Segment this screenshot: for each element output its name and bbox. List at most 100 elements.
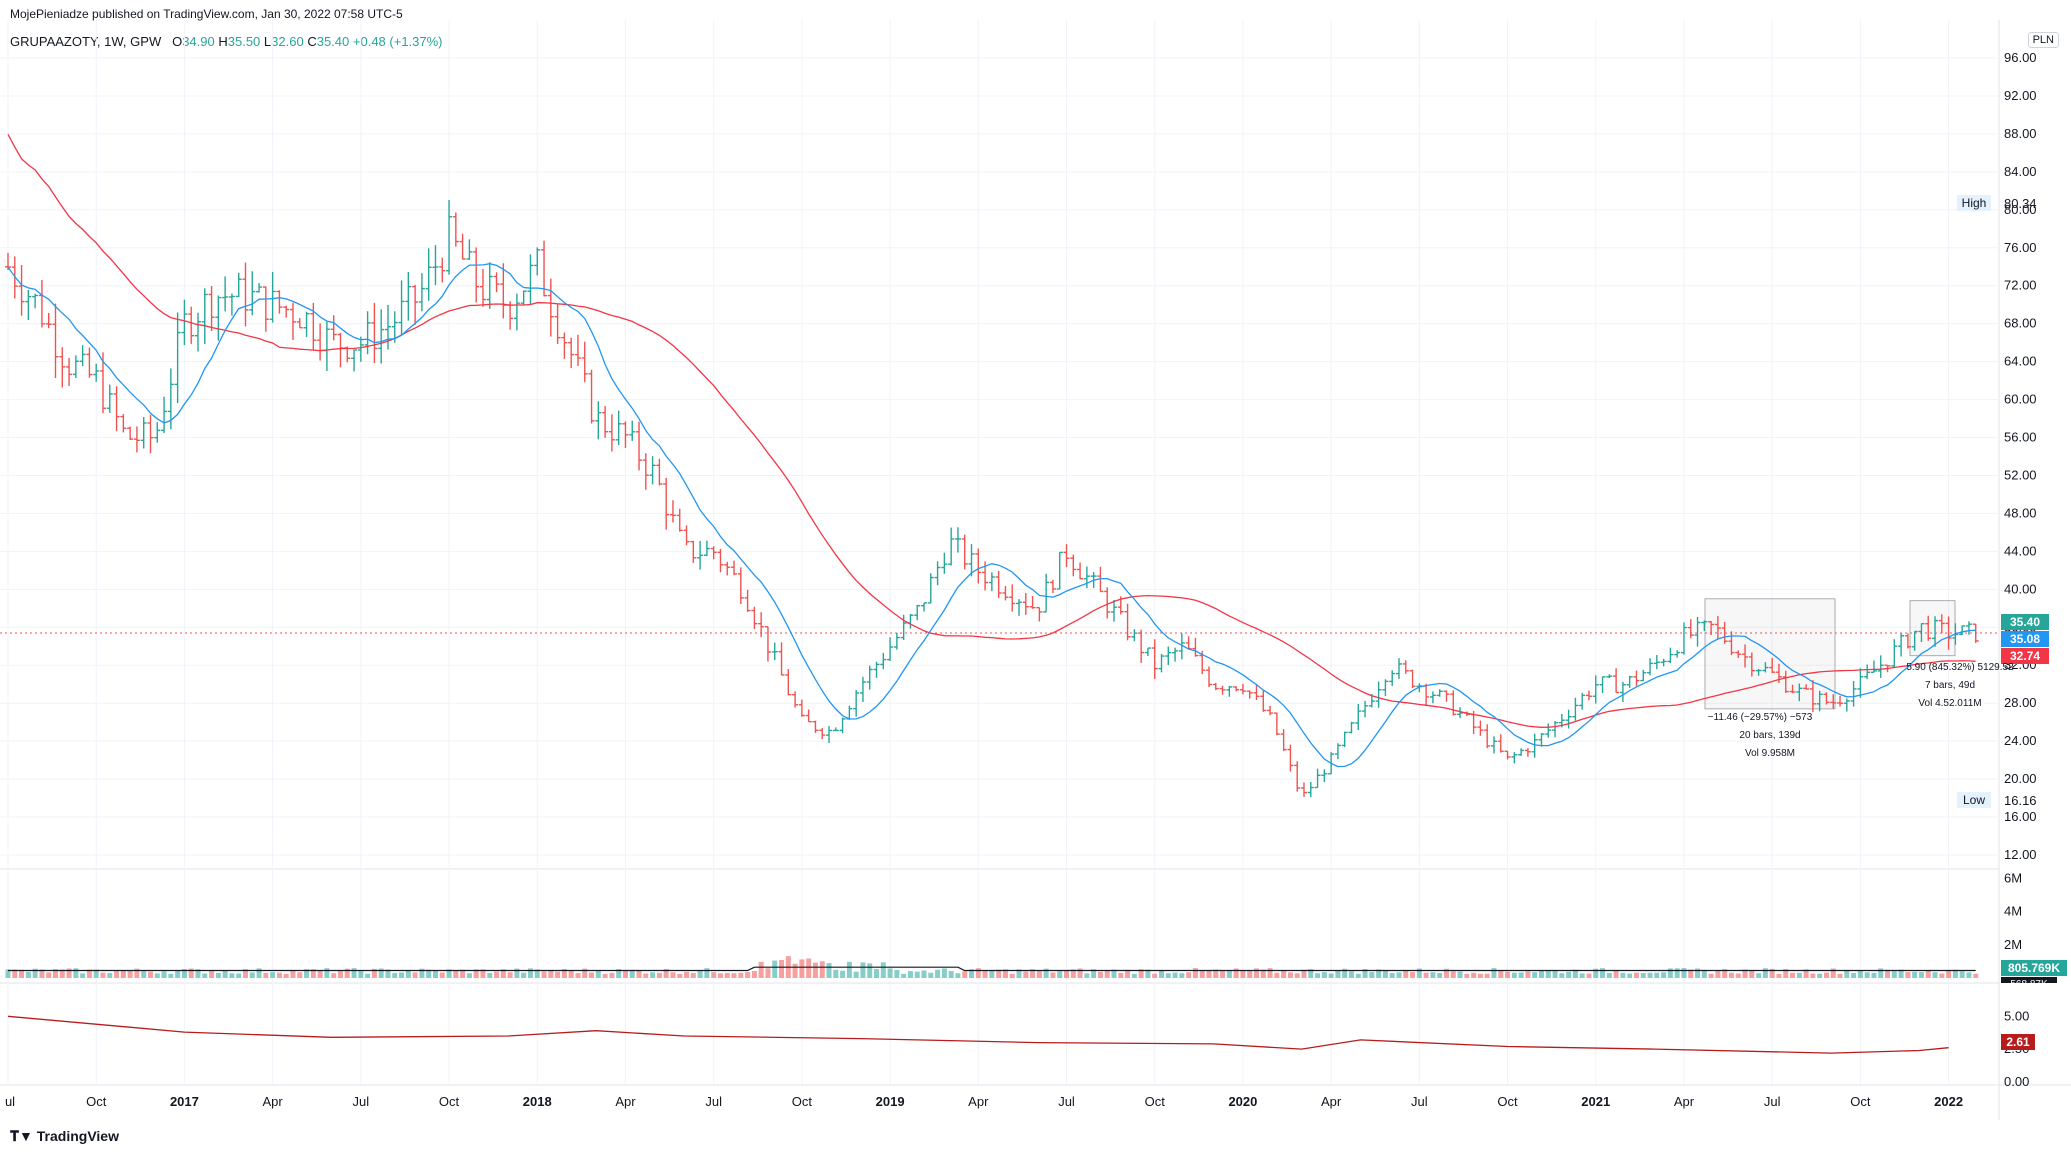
volume-bar [935,969,941,978]
ohlc-bar [1585,690,1592,701]
volume-bar [39,969,45,978]
volume-bar [202,973,208,978]
volume-bar [1457,971,1463,978]
legend-symbol: GRUPAAZOTY, 1W, GPW [10,34,162,49]
volume-bar [1247,970,1253,978]
ohlc-bar [1531,733,1538,758]
volume-bar [1376,969,1382,978]
price-tick-label: 96.00 [2004,50,2037,65]
volume-bar [1315,973,1321,978]
volume-bar [1233,968,1239,978]
volume-bar [161,971,167,978]
volume-bar [351,968,357,978]
ohlc-bar [1009,584,1016,612]
ohlc-bar [541,240,548,297]
volume-bar [1769,968,1775,978]
volume-bar [405,970,411,978]
volume-bar [928,972,934,978]
time-tick-label: Oct [1497,1094,1518,1109]
ohlc-bar [52,303,59,379]
volume-bar [1057,971,1063,978]
ohlc-bar [1511,752,1518,764]
volume-bar [500,969,506,978]
tradingview-logo[interactable]: 𝐓▼ TradingView [10,1128,119,1145]
ohlc-bar [1219,685,1226,695]
ohlc-bar [914,604,921,621]
ohlc-bar [988,572,995,592]
volume-bar [1722,969,1728,978]
volume-bar [263,972,269,978]
volume-bar [1817,973,1823,978]
ohlc-bar [1809,680,1816,713]
measure-box-1[interactable] [1704,598,1836,710]
ohlc-bar [452,212,459,247]
ohlc-bar [473,247,480,303]
volume-bar [1525,971,1531,978]
volume-bar [439,972,445,978]
volume-bar [602,973,608,978]
ohlc-bar [1769,657,1776,674]
volume-bar [1912,971,1918,978]
ohlc-bar [262,286,269,332]
volume-bar [1830,968,1836,978]
volume-bar [860,962,866,978]
ohlc-bar [1619,681,1626,702]
ohlc-bar [792,691,799,708]
ohlc-bar [351,349,358,372]
ohlc-bar [161,396,168,433]
ohlc-bar [642,453,649,490]
volume-bar [365,973,371,978]
volume-bar [1186,972,1192,978]
volume-bar [1118,972,1124,978]
measure-1-change: −11.46 (−29.57%) −573 [1708,712,1813,723]
ohlc-bar [303,311,310,337]
ohlc-bar [1402,660,1409,674]
volume-bar [745,972,751,978]
volume-tick-label: 4M [2004,904,2022,919]
volume-bar [1891,971,1897,978]
ohlc-bar [1714,615,1721,639]
volume-bar [446,969,452,978]
legend-change: +0.48 (+1.37%) [352,34,443,49]
ohlc-bar [534,247,541,276]
ohlc-bar [242,262,249,327]
volume-bar [867,963,873,978]
volume-tick-label: 6M [2004,870,2022,885]
ohlc-bar [1647,658,1654,676]
volume-bar [636,970,642,978]
time-tick-label: 2022 [1934,1094,1963,1109]
price-tick-label: 64.00 [2004,354,2037,369]
volume-bar [1077,968,1083,978]
price-tick-label: 28.00 [2004,695,2037,710]
volume-bar [276,972,282,978]
volume-bar [317,970,323,978]
ohlc-bar [425,248,432,301]
volume-bar [1756,973,1762,978]
volume-bar [792,963,798,978]
volume-bar [134,968,140,978]
volume-bar [1335,970,1341,978]
ohlc-bar [439,257,446,283]
volume-tick-label: 2M [2004,937,2022,952]
ohlc-bar [1273,712,1280,736]
volume-bar [392,973,398,978]
volume-bar [141,971,147,978]
ohlc-bar [276,290,283,314]
measure-label-1: −11.46 (−29.57%) −573 20 bars, 139d Vol … [1708,712,1813,759]
symbol-legend: GRUPAAZOTY, 1W, GPW O34.90 H35.50 L32.60… [10,34,443,49]
currency-button[interactable]: PLN [2027,32,2059,48]
volume-bar [86,969,92,978]
volume-badge: 805.769K [2001,960,2067,976]
price-tick-label: 76.00 [2004,240,2037,255]
ohlc-bar [805,709,812,723]
time-tick-label: 2017 [170,1094,199,1109]
volume-bar [853,971,859,978]
ohlc-bar [927,573,934,604]
time-tick-label: Oct [1850,1094,1871,1109]
ohlc-bar [1016,599,1023,616]
ohlc-bar [222,276,229,312]
ohlc-bar [527,254,534,305]
ohlc-bar [1124,603,1131,641]
legend-open: 34.90 [182,34,215,49]
